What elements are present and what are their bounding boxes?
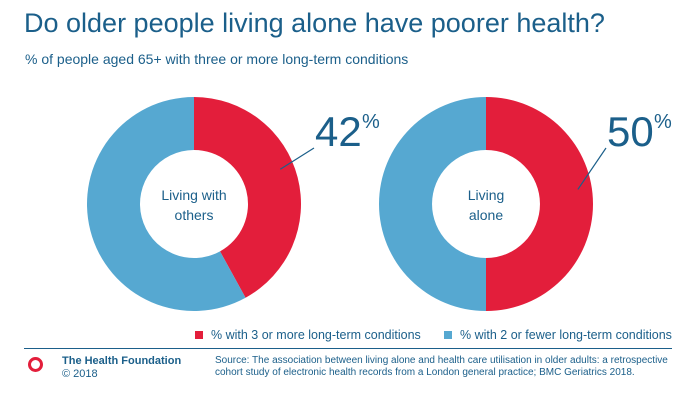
health-foundation-logo-icon <box>28 357 43 372</box>
source-note: Source: The association between living a… <box>215 355 668 378</box>
legend-item-three-or-more: % with 3 or more long-term conditions <box>195 328 421 342</box>
copyright: © 2018 <box>62 368 98 380</box>
donut-center-label: alone <box>469 207 503 223</box>
donut-value-label: 42 <box>315 108 362 155</box>
donut-slice <box>379 97 486 311</box>
callout-leader-line <box>279 147 315 170</box>
legend-item-two-or-fewer: % with 2 or fewer long-term conditions <box>444 328 672 342</box>
donut-slice <box>486 97 593 311</box>
donut-charts: Living with others 42 % Living alone 50% <box>86 97 672 311</box>
callout-leader-line <box>577 147 607 190</box>
donut-center-label: Living <box>468 187 505 203</box>
legend-label: % with 2 or fewer long-term conditions <box>460 328 672 342</box>
legend-label: % with 3 or more long-term conditions <box>211 328 421 342</box>
donut-slice <box>86 97 246 311</box>
chart-title: Do older people living alone have poorer… <box>24 8 605 38</box>
donut-slice <box>194 97 301 298</box>
chart-subtitle: % of people aged 65+ with three or more … <box>25 51 409 67</box>
org-name: The Health Foundation <box>62 355 182 367</box>
footer-org: The Health Foundation © 2018 <box>62 355 181 381</box>
donut-center-label: others <box>175 207 214 223</box>
donut-value-unit: % <box>654 111 672 133</box>
footer-divider <box>24 348 672 349</box>
legend-swatch-red <box>195 331 203 339</box>
donut-center-label: Living with <box>161 187 226 203</box>
donut-value-label: 50 <box>607 108 654 155</box>
legend-swatch-blue <box>444 331 452 339</box>
donut-value-unit: % <box>362 111 380 133</box>
